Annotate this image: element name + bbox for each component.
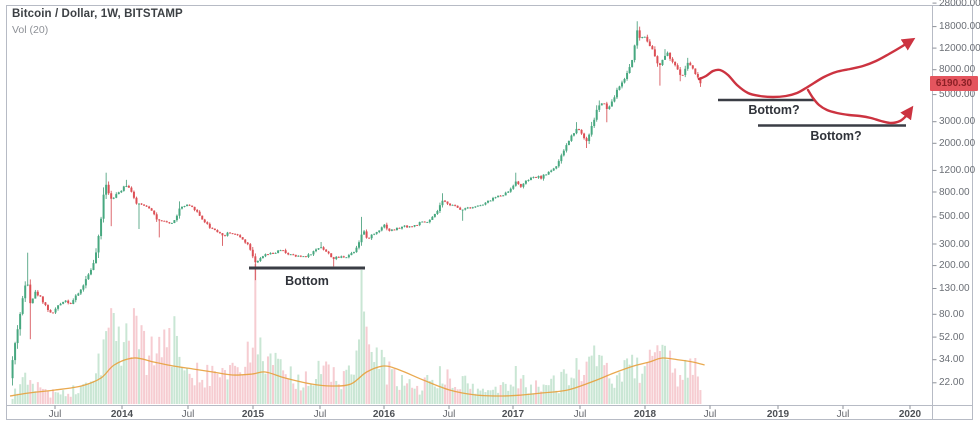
price-tick-label: 3000.00	[939, 116, 976, 128]
time-tick-label: 2015	[241, 409, 265, 420]
price-tick-label: 5000.00	[939, 89, 976, 101]
time-tick-label: Jul	[442, 409, 456, 420]
trend-arrow-bearish-path[interactable]	[806, 88, 914, 125]
price-tick-label: 28000.00	[939, 0, 980, 9]
price-tick-label: 80.00	[939, 308, 965, 320]
plot-area[interactable]	[9, 21, 705, 404]
time-tick-label: 2019	[766, 409, 790, 420]
time-tick-label: Jul	[573, 409, 587, 420]
time-tick-label: Jul	[703, 409, 717, 420]
volume-indicator-label[interactable]: Vol (20)	[12, 24, 49, 36]
price-tick-label: 1200.00	[939, 164, 976, 176]
time-tick-label: 2014	[110, 409, 134, 420]
volume-series	[11, 264, 702, 404]
price-tick-label: 8000.00	[939, 64, 976, 76]
price-tick-label: 2000.00	[939, 137, 976, 149]
time-tick-label: Jul	[836, 409, 850, 420]
price-tick-label: 12000.00	[939, 42, 980, 54]
symbol-title[interactable]: Bitcoin / Dollar, 1W, BITSTAMP	[12, 8, 183, 20]
price-tick-label: 52.00	[939, 331, 965, 343]
drawing-annotations[interactable]	[249, 37, 916, 270]
time-tick-label: Jul	[181, 409, 195, 420]
chart-frame	[6, 2, 973, 420]
price-tick-label: 200.00	[939, 260, 970, 272]
price-tick-label: 18000.00	[939, 21, 980, 33]
time-tick-label: Jul	[313, 409, 327, 420]
price-tick-label: 130.00	[939, 283, 970, 294]
price-tick-label: 22.00	[939, 377, 965, 389]
trend-arrow-bullish-path[interactable]	[697, 37, 916, 99]
annotation-bottom-question-1[interactable]: Bottom?	[748, 103, 800, 117]
price-tick-label: 300.00	[939, 238, 970, 250]
chart-legend: Bitcoin / Dollar, 1W, BITSTAMP Vol (20)	[12, 8, 183, 36]
time-tick-label: 2020	[898, 409, 922, 420]
time-tick-label: Jul	[48, 409, 62, 420]
time-tick-label: 2016	[372, 409, 396, 420]
price-tick-label: 800.00	[939, 186, 970, 198]
annotation-bottom-2015[interactable]: Bottom	[285, 274, 329, 288]
time-tick-label: 2017	[501, 409, 525, 420]
time-tick-label: 2018	[633, 409, 657, 420]
last-price-badge: 6190.30	[930, 76, 978, 91]
annotation-bottom-question-2[interactable]: Bottom?	[810, 129, 862, 143]
candle-series	[11, 21, 702, 386]
price-tick-label: 34.00	[939, 354, 965, 366]
volume-ma-line	[9, 357, 705, 397]
price-tick-label: 500.00	[939, 211, 970, 223]
